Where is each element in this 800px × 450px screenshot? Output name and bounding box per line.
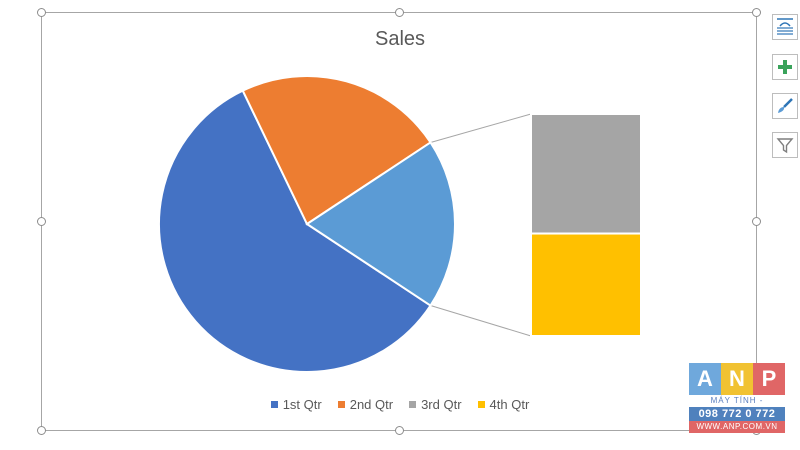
resize-handle-top-right[interactable] xyxy=(752,8,761,17)
resize-handle-right[interactable] xyxy=(752,217,761,226)
watermark-letters: A N P xyxy=(689,363,785,395)
legend-swatch xyxy=(270,401,278,408)
resize-handle-top-left[interactable] xyxy=(37,8,46,17)
pie-slice-1st-qtr[interactable] xyxy=(158,89,432,373)
legend-label: 2nd Qtr xyxy=(349,397,394,412)
pie-slice-2nd-qtr[interactable] xyxy=(241,75,432,226)
chart-legend[interactable]: 1st Qtr 2nd Qtr 3rd Qtr 4th Qtr xyxy=(0,397,800,412)
anp-watermark-logo: A N P MÁY TÍNH - CAMERA 098 772 0 772 WW… xyxy=(689,363,785,438)
filter-icon xyxy=(776,138,794,154)
legend-item-3rd-qtr: 3rd Qtr xyxy=(409,397,462,412)
bar-segment-4th-qtr[interactable] xyxy=(530,232,642,338)
watermark-phone: 098 772 0 772 xyxy=(689,407,785,421)
resize-handle-bottom[interactable] xyxy=(395,426,404,435)
chart-styles-icon xyxy=(777,18,793,35)
brush-icon xyxy=(778,98,793,113)
bar-segment-3rd-qtr[interactable] xyxy=(530,113,642,235)
watermark-subtitle: MÁY TÍNH - CAMERA xyxy=(689,395,785,417)
legend-item-4th-qtr: 4th Qtr xyxy=(477,397,530,412)
resize-handle-bottom-left[interactable] xyxy=(37,426,46,435)
connector-line-bottom xyxy=(430,305,532,337)
watermark-letter-a: A xyxy=(689,363,721,395)
chart-elements-plus-icon xyxy=(778,60,792,74)
chart-elements-button[interactable] xyxy=(772,54,798,80)
legend-swatch xyxy=(477,401,485,408)
legend-swatch xyxy=(409,401,417,408)
legend-item-2nd-qtr: 2nd Qtr xyxy=(337,397,394,412)
legend-label: 3rd Qtr xyxy=(421,397,462,412)
pie-slice-other[interactable] xyxy=(305,141,456,307)
legend-swatch xyxy=(337,401,345,408)
watermark-website: WWW.ANP.COM.VN xyxy=(689,421,785,433)
watermark-letter-p: P xyxy=(753,363,785,395)
chart-filter-button[interactable] xyxy=(772,132,798,158)
legend-item-1st-qtr: 1st Qtr xyxy=(270,397,322,412)
resize-handle-top[interactable] xyxy=(395,8,404,17)
chart-style-brush-button[interactable] xyxy=(772,93,798,119)
connector-line-top xyxy=(430,113,532,143)
chart-styles-button[interactable] xyxy=(772,14,798,40)
chart-title[interactable]: Sales xyxy=(374,28,426,50)
watermark-letter-n: N xyxy=(721,363,753,395)
legend-label: 4th Qtr xyxy=(489,397,530,412)
resize-handle-left[interactable] xyxy=(37,217,46,226)
legend-label: 1st Qtr xyxy=(282,397,322,412)
